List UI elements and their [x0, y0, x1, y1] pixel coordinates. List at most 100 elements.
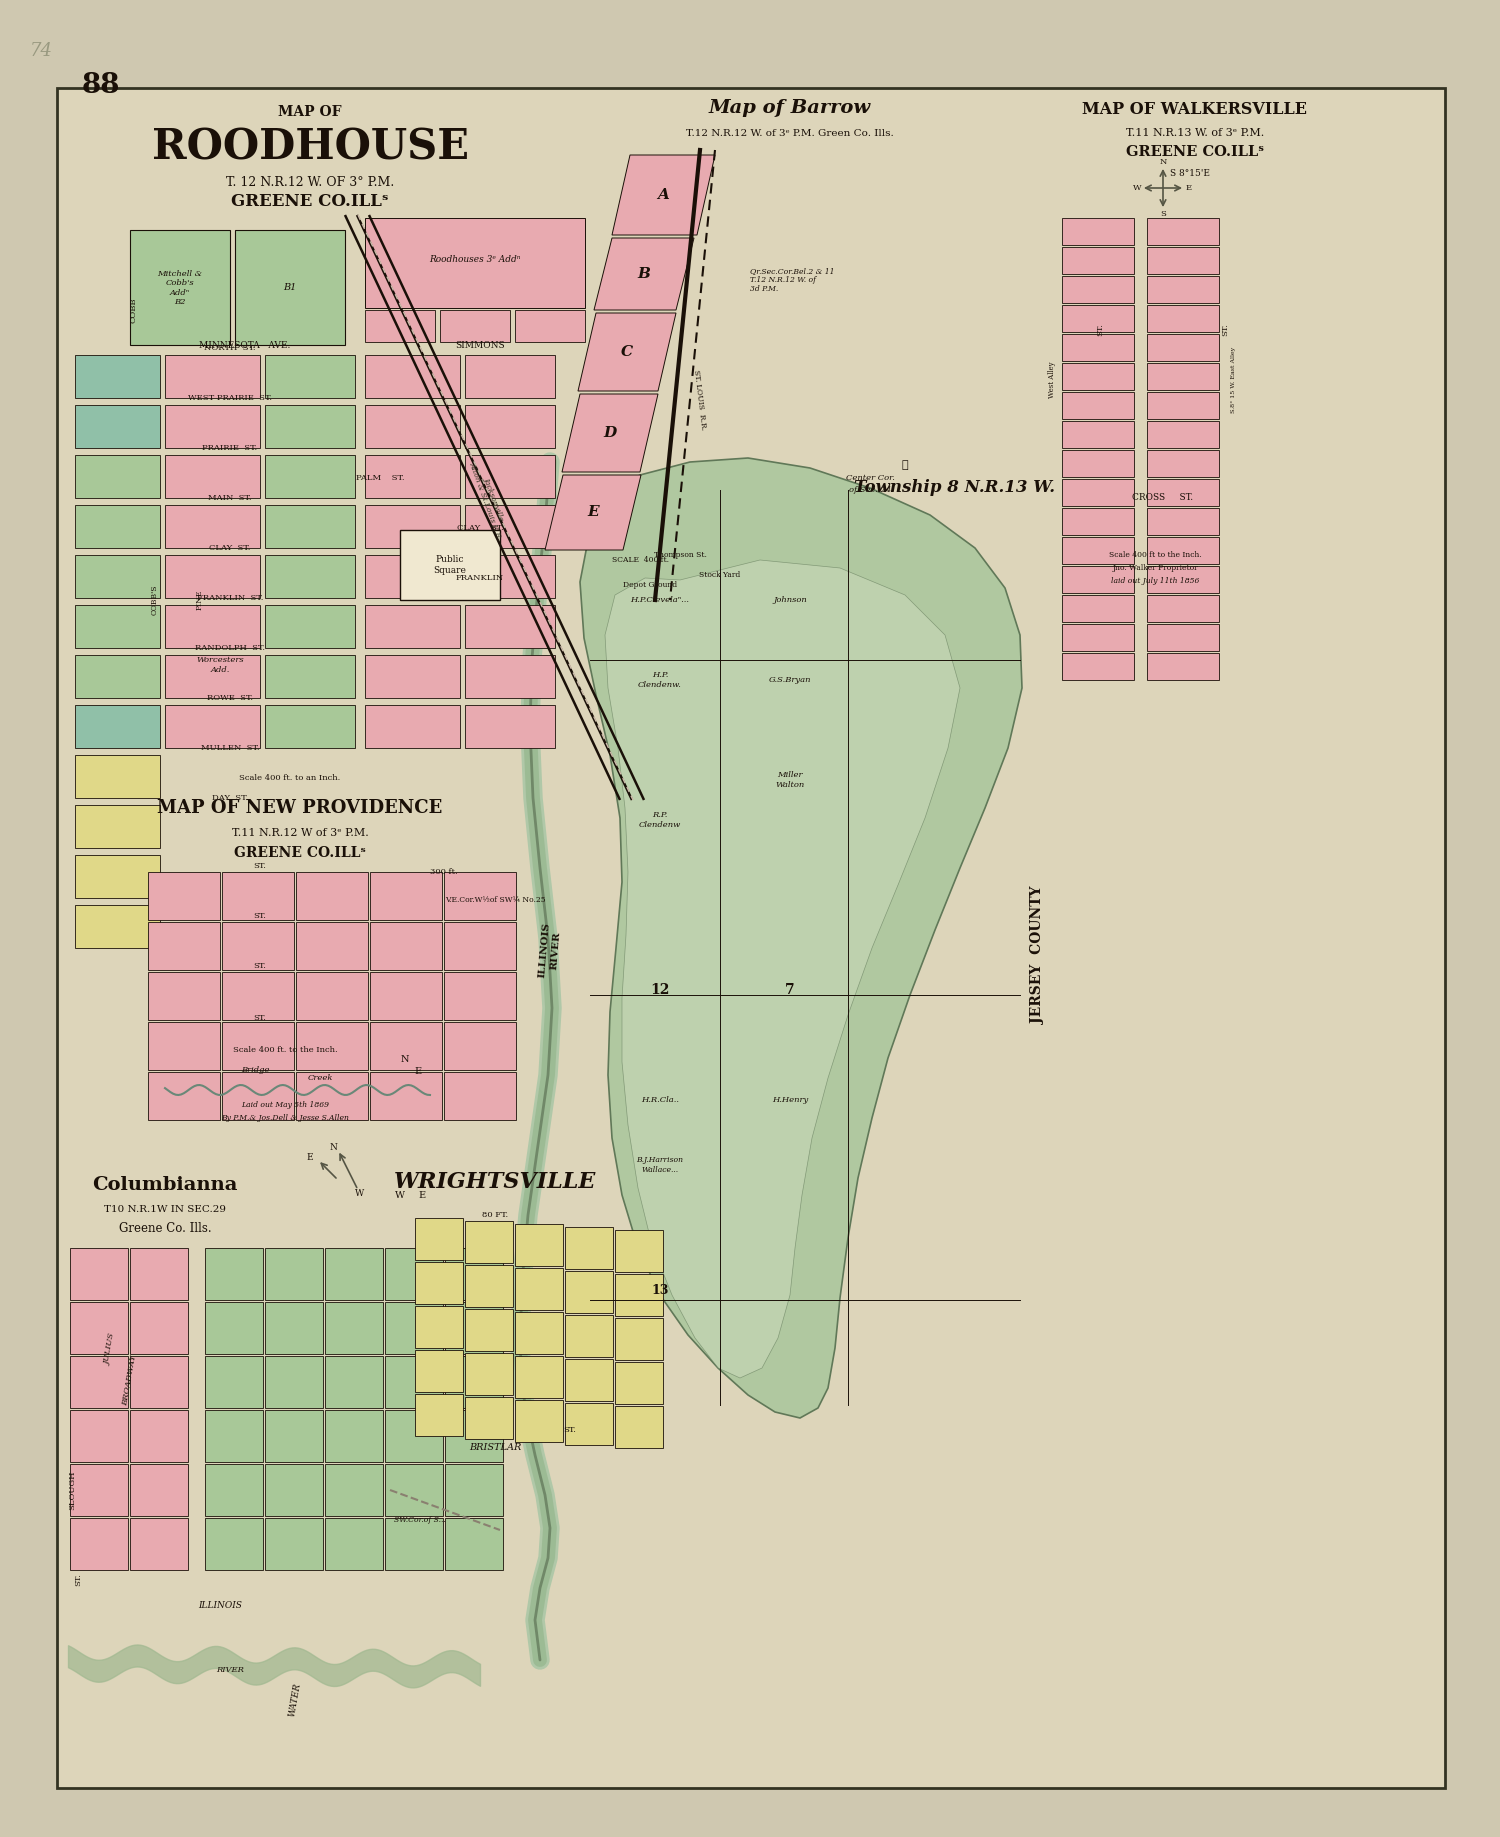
Bar	[165, 705, 260, 748]
Bar	[386, 1411, 442, 1462]
Bar	[386, 1247, 442, 1301]
Text: FRANKLIN  ST.: FRANKLIN ST.	[196, 593, 262, 603]
Text: E: E	[414, 1067, 422, 1076]
Bar	[148, 1073, 220, 1121]
Text: BRISTLAR: BRISTLAR	[470, 1444, 520, 1453]
Bar	[416, 1394, 464, 1437]
Bar	[514, 1312, 562, 1354]
Bar	[222, 972, 294, 1020]
Bar	[326, 1517, 382, 1571]
Text: MAP OF NEW PROVIDENCE: MAP OF NEW PROVIDENCE	[158, 799, 442, 817]
Bar	[266, 404, 356, 448]
Bar	[148, 873, 220, 920]
Text: GREENE CO.ILLˢ: GREENE CO.ILLˢ	[1126, 145, 1264, 160]
Bar	[1062, 566, 1134, 593]
Bar	[206, 1356, 262, 1407]
Bar	[465, 656, 555, 698]
Bar	[1062, 450, 1134, 478]
Bar	[1062, 246, 1134, 274]
Bar	[130, 1356, 188, 1407]
Bar	[1148, 364, 1220, 389]
Bar	[75, 906, 160, 948]
Text: 300 ft.: 300 ft.	[430, 869, 457, 876]
Bar	[296, 1021, 368, 1069]
Text: Jacksonville
Alton & St.Louis R.R.: Jacksonville Alton & St.Louis R.R.	[468, 457, 512, 542]
Bar	[130, 1411, 188, 1462]
Bar	[266, 1411, 322, 1462]
Bar	[326, 1464, 382, 1516]
Text: B.J.Harrison
Wallace...: B.J.Harrison Wallace...	[636, 1157, 684, 1174]
Text: S 8°15'E: S 8°15'E	[1170, 169, 1210, 178]
Bar	[465, 404, 555, 448]
Text: Center Cor.: Center Cor.	[846, 474, 894, 481]
Text: T.11 N.R.13 W. of 3ᵉ P.M.: T.11 N.R.13 W. of 3ᵉ P.M.	[1126, 129, 1264, 138]
Bar	[364, 404, 460, 448]
Text: COBB'S: COBB'S	[152, 584, 159, 615]
Bar	[130, 1464, 188, 1516]
Text: Jno. Walker Proprietor: Jno. Walker Proprietor	[1112, 564, 1198, 571]
Bar	[1062, 276, 1134, 303]
Text: E: E	[419, 1190, 426, 1200]
Bar	[465, 705, 555, 748]
Bar	[266, 604, 356, 648]
Bar	[266, 705, 356, 748]
Bar	[615, 1317, 663, 1359]
Bar	[70, 1356, 128, 1407]
Bar	[446, 1464, 503, 1516]
Bar	[370, 972, 442, 1020]
Bar	[266, 1247, 322, 1301]
Bar	[222, 1073, 294, 1121]
Bar	[1148, 391, 1220, 419]
Text: H.Henry: H.Henry	[772, 1097, 808, 1104]
Text: 88: 88	[82, 72, 120, 99]
Bar	[446, 1356, 503, 1407]
Bar	[446, 1302, 503, 1354]
Bar	[266, 505, 356, 547]
Bar	[148, 922, 220, 970]
Text: W: W	[356, 1189, 364, 1198]
Text: G.S.Bryan: G.S.Bryan	[768, 676, 812, 683]
Bar	[465, 1354, 513, 1394]
Bar	[75, 505, 160, 547]
Bar	[566, 1271, 614, 1313]
Bar	[444, 1021, 516, 1069]
Text: C: C	[621, 345, 633, 358]
Text: ROWE  ST.: ROWE ST.	[207, 694, 254, 702]
Bar	[444, 972, 516, 1020]
Bar	[266, 1517, 322, 1571]
Bar	[444, 922, 516, 970]
Text: laid out July 11th 1856: laid out July 11th 1856	[1112, 577, 1198, 584]
Text: H.P.Clevelaⁿ...: H.P.Clevelaⁿ...	[630, 595, 690, 604]
Bar	[514, 310, 585, 342]
Bar	[130, 1517, 188, 1571]
Bar	[364, 456, 460, 498]
Bar	[165, 404, 260, 448]
Text: JULIUS: JULIUS	[104, 1334, 117, 1367]
Bar	[1062, 305, 1134, 332]
Text: By P.M.& Jos.Dell & Jesse S.Allen: By P.M.& Jos.Dell & Jesse S.Allen	[220, 1113, 350, 1122]
Text: PRAIRIE  ST.: PRAIRIE ST.	[202, 445, 258, 452]
Bar	[615, 1231, 663, 1271]
Bar	[1148, 479, 1220, 505]
Text: WATER: WATER	[288, 1683, 303, 1718]
Polygon shape	[612, 154, 716, 235]
Bar	[75, 555, 160, 599]
Text: Scale 400 ft to the Inch.: Scale 400 ft to the Inch.	[1108, 551, 1202, 558]
Bar	[364, 604, 460, 648]
Bar	[465, 1396, 513, 1438]
Bar	[1148, 421, 1220, 448]
Bar	[206, 1517, 262, 1571]
Text: RANDOLPH  ST.: RANDOLPH ST.	[195, 645, 266, 652]
Text: Map of Barrow: Map of Barrow	[710, 99, 872, 118]
Bar	[440, 310, 510, 342]
Text: N: N	[400, 1056, 410, 1064]
Bar	[1062, 652, 1134, 680]
Bar	[566, 1403, 614, 1446]
Text: E: E	[1186, 184, 1192, 193]
Text: MULLEN  ST.: MULLEN ST.	[201, 744, 260, 751]
Bar	[326, 1411, 382, 1462]
Bar	[206, 1302, 262, 1354]
Text: T. 12 N.R.12 W. OF 3° P.M.: T. 12 N.R.12 W. OF 3° P.M.	[226, 176, 394, 189]
Text: S: S	[1160, 209, 1166, 219]
Bar	[236, 230, 345, 345]
